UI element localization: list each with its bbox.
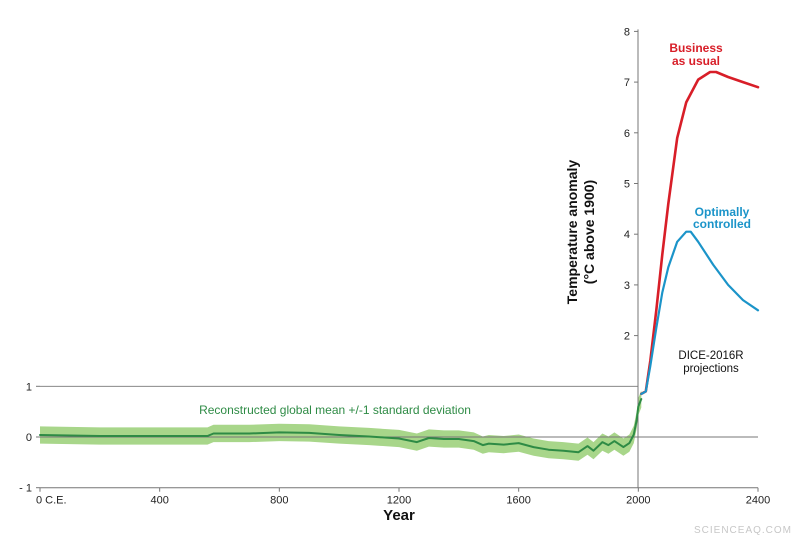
- x-tick-label: 1200: [387, 495, 411, 507]
- y-right-tick-label: 4: [624, 229, 630, 241]
- x-tick-label: 2000: [626, 495, 650, 507]
- lines-layer: [39, 70, 760, 454]
- y-right-tick-label: 6: [624, 128, 630, 140]
- y-right-tick-label: 5: [624, 179, 630, 191]
- x-tick-label: 800: [270, 495, 288, 507]
- reconstruction-label: Reconstructed global mean +/-1 standard …: [199, 403, 471, 417]
- dice-note-line-2: projections: [683, 363, 739, 375]
- y-axis-label-line-1: Temperature anomaly: [564, 160, 580, 305]
- x-tick-label: 2400: [746, 495, 770, 507]
- optimally-controlled-line: [640, 230, 760, 395]
- text-layer: 0 C.E. 400 800 1200 1600 2000 2400 1 0 - 1 2 3 4 5 6 7 8…: [19, 26, 792, 536]
- optimally-controlled-label-line-2: controlled: [693, 217, 751, 231]
- x-tick-label: 400: [150, 495, 168, 507]
- y-left-tick-label: - 1: [19, 483, 32, 495]
- y-axis-label-line-2: (°C above 1900): [581, 180, 597, 284]
- watermark-text: SCIENCEAQ.COM: [694, 525, 792, 536]
- dice-note-line-1: DICE-2016R: [678, 350, 743, 362]
- y-right-tick-label: 3: [624, 280, 630, 292]
- business-as-usual-label-line-2: as usual: [672, 54, 720, 68]
- x-axis-label: Year: [383, 507, 415, 524]
- x-tick-label: 0 C.E.: [36, 495, 67, 507]
- y-right-tick-label: 7: [624, 77, 630, 89]
- business-as-usual-label-line-1: Business: [669, 41, 723, 55]
- optimally-controlled-label-line-1: Optimally: [695, 205, 750, 219]
- y-left-tick-label: 0: [26, 432, 32, 444]
- x-tick-label: 1600: [506, 495, 530, 507]
- business-as-usual-line: [640, 70, 760, 396]
- y-right-tick-label: 2: [624, 331, 630, 343]
- y-left-tick-label: 1: [26, 381, 32, 393]
- axes-layer: [36, 29, 759, 492]
- y-right-tick-label: 8: [624, 26, 630, 38]
- reconstruction-line: [39, 398, 643, 454]
